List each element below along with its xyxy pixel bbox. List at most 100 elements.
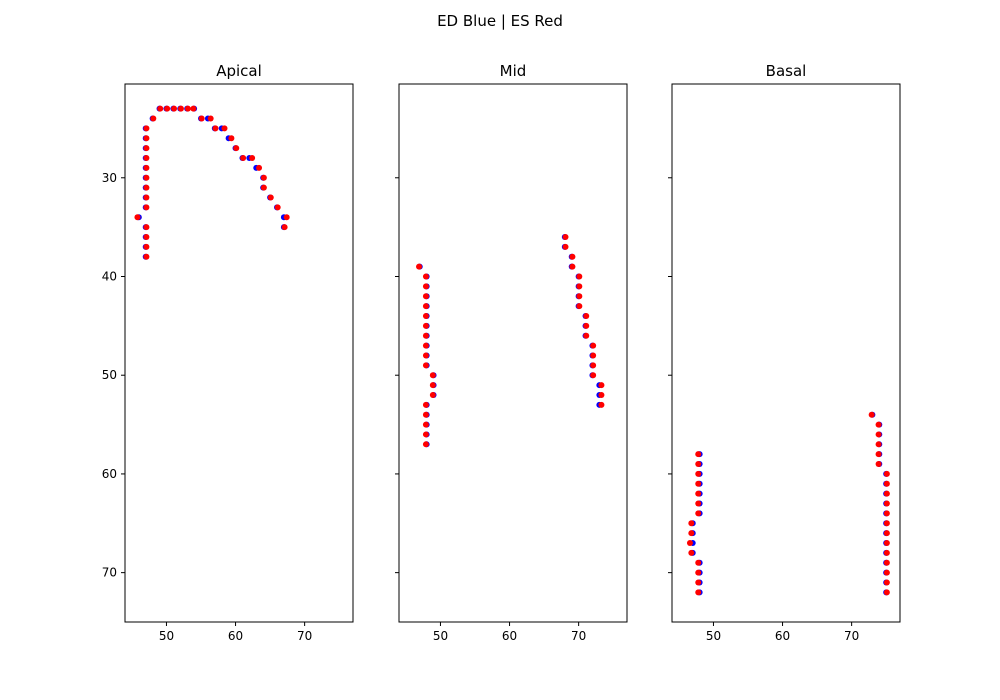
es-point <box>143 155 150 162</box>
es-point <box>143 224 150 231</box>
y-tick-label: 60 <box>102 467 117 481</box>
panel-apical: 50 60 70 30 40 50 60 70 Apical <box>102 62 354 643</box>
es-point <box>569 253 576 260</box>
es-point <box>695 589 702 596</box>
es-point <box>429 372 436 379</box>
es-point <box>422 283 429 290</box>
es-point <box>164 105 171 112</box>
es-point <box>562 234 569 241</box>
es-point <box>576 293 583 300</box>
es-point <box>688 530 695 537</box>
es-point <box>240 155 247 162</box>
panel-frame <box>398 83 628 623</box>
es-point <box>260 184 267 191</box>
es-point <box>583 332 590 339</box>
es-point <box>283 214 290 221</box>
es-point <box>883 500 890 507</box>
es-point <box>221 125 228 132</box>
es-point <box>422 411 429 418</box>
es-point <box>422 352 429 359</box>
es-point <box>883 530 890 537</box>
es-point <box>875 431 882 438</box>
panel-frame <box>124 83 354 623</box>
es-point <box>416 263 423 270</box>
es-point <box>695 569 702 576</box>
panel-title: Basal <box>766 62 807 80</box>
es-point <box>695 579 702 586</box>
figure-title: ED Blue | ES Red <box>437 12 563 30</box>
es-point <box>576 303 583 310</box>
es-point <box>590 362 597 369</box>
x-tick-label: 60 <box>775 629 790 643</box>
es-point <box>184 105 191 112</box>
x-tick-label: 50 <box>433 629 448 643</box>
es-point <box>256 164 263 171</box>
es-point <box>868 411 875 418</box>
x-tick-label: 50 <box>706 629 721 643</box>
es-point <box>157 105 164 112</box>
es-point <box>695 559 702 566</box>
x-tick-label: 60 <box>228 629 243 643</box>
es-point <box>883 579 890 586</box>
es-point <box>875 461 882 468</box>
es-point <box>422 273 429 280</box>
es-point <box>562 243 569 250</box>
es-point <box>686 540 693 547</box>
es-point <box>422 441 429 448</box>
es-point <box>590 372 597 379</box>
es-point <box>695 470 702 477</box>
x-tick-label: 50 <box>159 629 174 643</box>
es-point <box>695 451 702 458</box>
es-point <box>688 549 695 556</box>
es-point <box>134 214 141 221</box>
panel-frame <box>671 83 901 623</box>
panel-title: Apical <box>216 62 262 80</box>
es-point <box>422 342 429 349</box>
x-tick-label: 60 <box>502 629 517 643</box>
es-point <box>883 549 890 556</box>
es-point <box>228 135 235 142</box>
es-point <box>143 135 150 142</box>
es-point <box>143 164 150 171</box>
es-point <box>590 342 597 349</box>
es-point <box>274 204 281 211</box>
es-point <box>883 520 890 527</box>
es-point <box>883 480 890 487</box>
es-point <box>171 105 178 112</box>
es-point <box>695 510 702 517</box>
y-tick-label: 40 <box>102 269 117 283</box>
es-point <box>883 470 890 477</box>
panel-title: Mid <box>500 62 527 80</box>
es-point <box>207 115 214 122</box>
panel-mid: 50 60 70 Mid <box>395 62 628 643</box>
es-point <box>875 421 882 428</box>
es-point <box>883 510 890 517</box>
es-point <box>695 461 702 468</box>
es-point <box>598 401 605 408</box>
panel-basal: 50 60 70 Basal <box>668 62 901 643</box>
es-point <box>422 431 429 438</box>
es-point <box>267 194 274 201</box>
es-point <box>260 174 267 181</box>
es-point <box>422 293 429 300</box>
es-point <box>233 145 240 152</box>
y-tick-label: 70 <box>102 566 117 580</box>
es-point <box>281 224 288 231</box>
es-point <box>212 125 219 132</box>
es-point <box>143 243 150 250</box>
es-point <box>422 312 429 319</box>
es-point <box>422 421 429 428</box>
x-tick-label: 70 <box>571 629 586 643</box>
es-point <box>143 204 150 211</box>
es-point <box>143 253 150 260</box>
es-point <box>695 480 702 487</box>
es-point <box>190 105 197 112</box>
es-point <box>598 391 605 398</box>
es-point <box>429 382 436 389</box>
es-point <box>695 500 702 507</box>
es-point <box>143 145 150 152</box>
es-point <box>695 490 702 497</box>
x-tick-label: 70 <box>844 629 859 643</box>
panels: 50 60 70 30 40 50 60 70 Apical 50 60 70 Mid 50 60 70 Bas… <box>102 62 901 643</box>
